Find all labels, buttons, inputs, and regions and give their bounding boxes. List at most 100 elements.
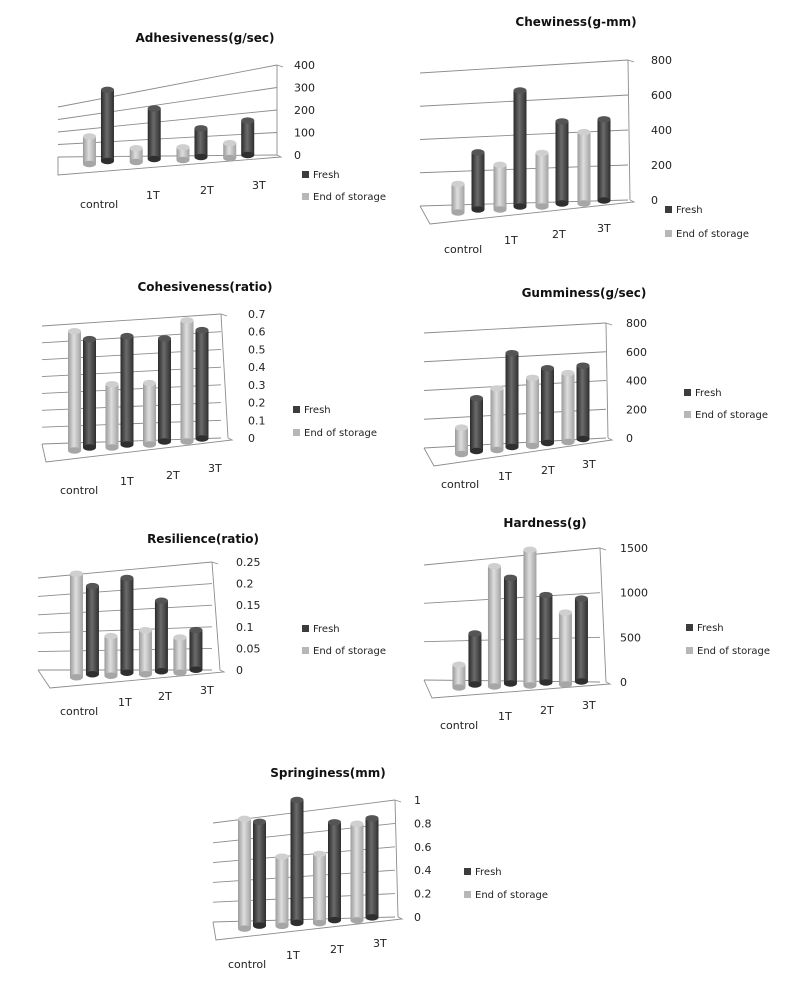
legend: Fresh End of storage: [686, 623, 770, 657]
y-tick-label: 0.1: [248, 414, 266, 427]
legend-swatch-fresh: [293, 406, 300, 413]
chart-title: Hardness(g): [503, 516, 586, 530]
bar-end-of-storage-control: [452, 661, 466, 691]
bar-fresh-2T: [158, 335, 171, 445]
legend: Fresh End of storage: [665, 205, 749, 240]
legend: Fresh End of storage: [302, 624, 386, 657]
legend-swatch-end-of-storage: [464, 891, 471, 898]
y-tick-label: 400: [294, 59, 315, 72]
bar-end-of-storage-control: [68, 328, 81, 454]
cohesiveness-chart: Cohesiveness(ratio) 0 0.1 0.2 0.3 0.4 0.5 0.6 0.…: [41, 280, 377, 497]
y-tick-label: 400: [651, 124, 672, 137]
bar-fresh-control: [468, 630, 482, 688]
x-tick-label: control: [440, 719, 478, 732]
floor: [41, 437, 234, 463]
x-tick-label: 2T: [158, 690, 172, 703]
axis-wall: [211, 561, 221, 671]
y-tick-label: 0.3: [248, 379, 266, 392]
axis-wall-cap: [220, 313, 228, 317]
bar-end-of-storage-3T: [173, 634, 187, 676]
floor: [57, 154, 283, 176]
y-tick-label: 600: [651, 89, 672, 102]
y-tick-label: 0.15: [236, 599, 261, 612]
bar-fresh-3T: [365, 815, 379, 921]
y-tick-label: 0: [651, 194, 658, 207]
x-tick-label: control: [228, 958, 266, 971]
bar-end-of-storage-1T: [490, 385, 504, 454]
axis-wall-cap: [276, 64, 284, 68]
axis-wall-cap: [627, 59, 635, 63]
axis-wall: [394, 799, 399, 918]
floor: [37, 669, 226, 689]
legend-swatch-end-of-storage: [302, 647, 309, 654]
bar-fresh-control: [83, 335, 96, 451]
legend-swatch-end-of-storage: [686, 647, 693, 654]
y-tick-label: 500: [620, 631, 641, 644]
y-tick-label: 200: [651, 159, 672, 172]
y-tick-label: 0: [620, 676, 627, 689]
chart-title: Chewiness(g-mm): [515, 15, 636, 29]
gumminess-chart: Gumminess(g/sec) 0 200 400 600 800 control 1T 2T…: [423, 286, 768, 491]
x-tick-label: 2T: [552, 228, 566, 241]
bar-fresh-1T: [505, 349, 519, 451]
legend-label-fresh: Fresh: [313, 624, 340, 635]
x-tick-label: 2T: [541, 464, 555, 477]
bar-fresh-2T: [555, 118, 569, 207]
y-tick-label: 0.4: [414, 864, 432, 877]
y-tick-label: 300: [294, 82, 315, 95]
axis-wall: [599, 547, 607, 683]
floor: [212, 916, 404, 941]
x-tick-label: control: [80, 198, 118, 211]
bar-fresh-3T: [597, 116, 611, 204]
bar-end-of-storage-2T: [523, 546, 537, 689]
x-tick-label: 3T: [252, 179, 266, 192]
y-tick-label: 600: [626, 346, 647, 359]
x-tick-label: control: [444, 243, 482, 256]
legend: Fresh End of storage: [293, 405, 377, 439]
x-tick-label: 3T: [200, 684, 214, 697]
axis-wall-cap: [211, 561, 219, 565]
legend-label-end-of-storage: End of storage: [304, 428, 377, 439]
y-tick-label: 0: [414, 911, 421, 924]
legend-label-fresh: Fresh: [676, 205, 703, 216]
axis-wall-cap: [605, 322, 613, 326]
y-tick-label: 1000: [620, 587, 648, 600]
x-tick-label: 1T: [120, 475, 134, 488]
bar-end-of-storage-2T: [176, 144, 190, 164]
bar-end-of-storage-2T: [535, 149, 549, 210]
x-tick-label: 1T: [118, 696, 132, 709]
x-tick-label: 1T: [286, 949, 300, 962]
x-tick-label: control: [441, 478, 479, 491]
bar-fresh-1T: [147, 105, 161, 163]
y-tick-label: 0.25: [236, 556, 261, 569]
axis-wall-cap: [394, 799, 402, 803]
bar-end-of-storage-1T: [104, 632, 118, 679]
bar-fresh-1T: [120, 574, 134, 676]
bar-fresh-3T: [189, 626, 203, 673]
chart-title: Cohesiveness(ratio): [138, 280, 273, 294]
axis-wall-cap: [599, 547, 607, 551]
gridline: [419, 59, 629, 74]
x-tick-label: 2T: [330, 943, 344, 956]
bar-fresh-control: [85, 582, 99, 678]
legend-swatch-end-of-storage: [293, 429, 300, 436]
bar-fresh-1T: [503, 574, 517, 687]
legend-swatch-end-of-storage: [665, 230, 672, 237]
bar-end-of-storage-control: [69, 570, 83, 681]
resilience-chart: Resilience(ratio) 0 0.05 0.1 0.15 0.2 0.25 cont…: [37, 532, 386, 718]
gridline: [57, 64, 278, 108]
bar-fresh-3T: [195, 326, 209, 442]
x-tick-label: 1T: [498, 710, 512, 723]
bar-end-of-storage-1T: [129, 145, 143, 166]
legend-label-end-of-storage: End of storage: [313, 646, 386, 657]
legend-label-fresh: Fresh: [313, 170, 340, 181]
y-tick-label: 200: [626, 403, 647, 416]
legend-label-fresh: Fresh: [697, 623, 724, 634]
y-tick-label: 800: [626, 317, 647, 330]
y-tick-label: 400: [626, 375, 647, 388]
bar-fresh-2T: [194, 125, 208, 161]
legend: Fresh End of storage: [684, 388, 768, 421]
x-tick-label: 2T: [540, 704, 554, 717]
x-tick-label: 2T: [200, 184, 214, 197]
